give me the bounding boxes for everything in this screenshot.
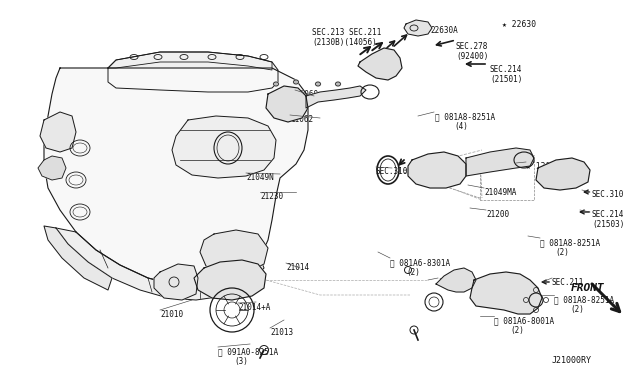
Text: 21014+A: 21014+A	[238, 303, 270, 312]
Text: (92400): (92400)	[456, 52, 488, 61]
Ellipse shape	[294, 80, 298, 84]
Ellipse shape	[335, 82, 340, 86]
Polygon shape	[408, 152, 466, 188]
Polygon shape	[172, 116, 276, 178]
Text: Ⓑ 091A0-8251A: Ⓑ 091A0-8251A	[218, 347, 278, 356]
Polygon shape	[38, 156, 66, 180]
Text: SEC.211: SEC.211	[552, 278, 584, 287]
Text: 11062: 11062	[290, 115, 313, 124]
Text: 22630A: 22630A	[430, 26, 458, 35]
Text: Ⓑ 081A6-8001A: Ⓑ 081A6-8001A	[494, 316, 554, 325]
Polygon shape	[108, 52, 278, 92]
Polygon shape	[44, 68, 308, 285]
Text: Ⓑ 081A6-8301A: Ⓑ 081A6-8301A	[390, 258, 450, 267]
Text: (4): (4)	[454, 122, 468, 131]
Polygon shape	[536, 158, 590, 190]
Text: 21230: 21230	[260, 192, 283, 201]
Text: ★ 13049N: ★ 13049N	[526, 162, 565, 171]
Polygon shape	[306, 86, 366, 108]
Text: (21503): (21503)	[592, 220, 625, 229]
Text: (2): (2)	[406, 268, 420, 277]
Text: SEC.214: SEC.214	[490, 65, 522, 74]
Text: 21049MA: 21049MA	[484, 188, 516, 197]
Text: SEC.214: SEC.214	[592, 210, 625, 219]
Polygon shape	[404, 20, 432, 36]
Ellipse shape	[273, 82, 278, 86]
Polygon shape	[470, 272, 542, 314]
Text: Ⓑ 081A8-8251A: Ⓑ 081A8-8251A	[554, 295, 614, 304]
Ellipse shape	[316, 82, 321, 86]
Text: (21501): (21501)	[490, 75, 522, 84]
Text: (2): (2)	[570, 305, 584, 314]
Text: (2): (2)	[510, 326, 524, 335]
Polygon shape	[466, 148, 534, 176]
Text: J21000RY: J21000RY	[552, 356, 592, 365]
Text: 21013: 21013	[270, 328, 293, 337]
Text: 21049N: 21049N	[246, 173, 274, 182]
Polygon shape	[436, 268, 476, 292]
Text: ★ 22630: ★ 22630	[502, 20, 536, 29]
Text: (2130B)(14056): (2130B)(14056)	[312, 38, 377, 47]
Polygon shape	[200, 230, 268, 274]
Text: SEC.310: SEC.310	[592, 190, 625, 199]
Polygon shape	[40, 112, 76, 152]
Polygon shape	[44, 226, 112, 290]
Polygon shape	[358, 48, 402, 80]
Text: SEC.278: SEC.278	[456, 42, 488, 51]
Text: SEC.310: SEC.310	[376, 167, 408, 176]
Text: (2): (2)	[555, 248, 569, 257]
Text: 13050N: 13050N	[438, 278, 466, 287]
Text: Ⓑ 081A8-8251A: Ⓑ 081A8-8251A	[435, 112, 495, 121]
Polygon shape	[56, 228, 264, 300]
Text: SEC.213 SEC.211: SEC.213 SEC.211	[312, 28, 381, 37]
Text: 11060: 11060	[295, 90, 318, 99]
Text: 21200: 21200	[486, 210, 509, 219]
Text: Ⓑ 081A8-8251A: Ⓑ 081A8-8251A	[540, 238, 600, 247]
Polygon shape	[194, 260, 266, 300]
Text: 21014: 21014	[286, 263, 309, 272]
Polygon shape	[266, 86, 308, 122]
Text: FRONT: FRONT	[571, 283, 605, 293]
Text: 21010: 21010	[160, 310, 183, 319]
Polygon shape	[154, 264, 198, 300]
Text: (3): (3)	[234, 357, 248, 366]
